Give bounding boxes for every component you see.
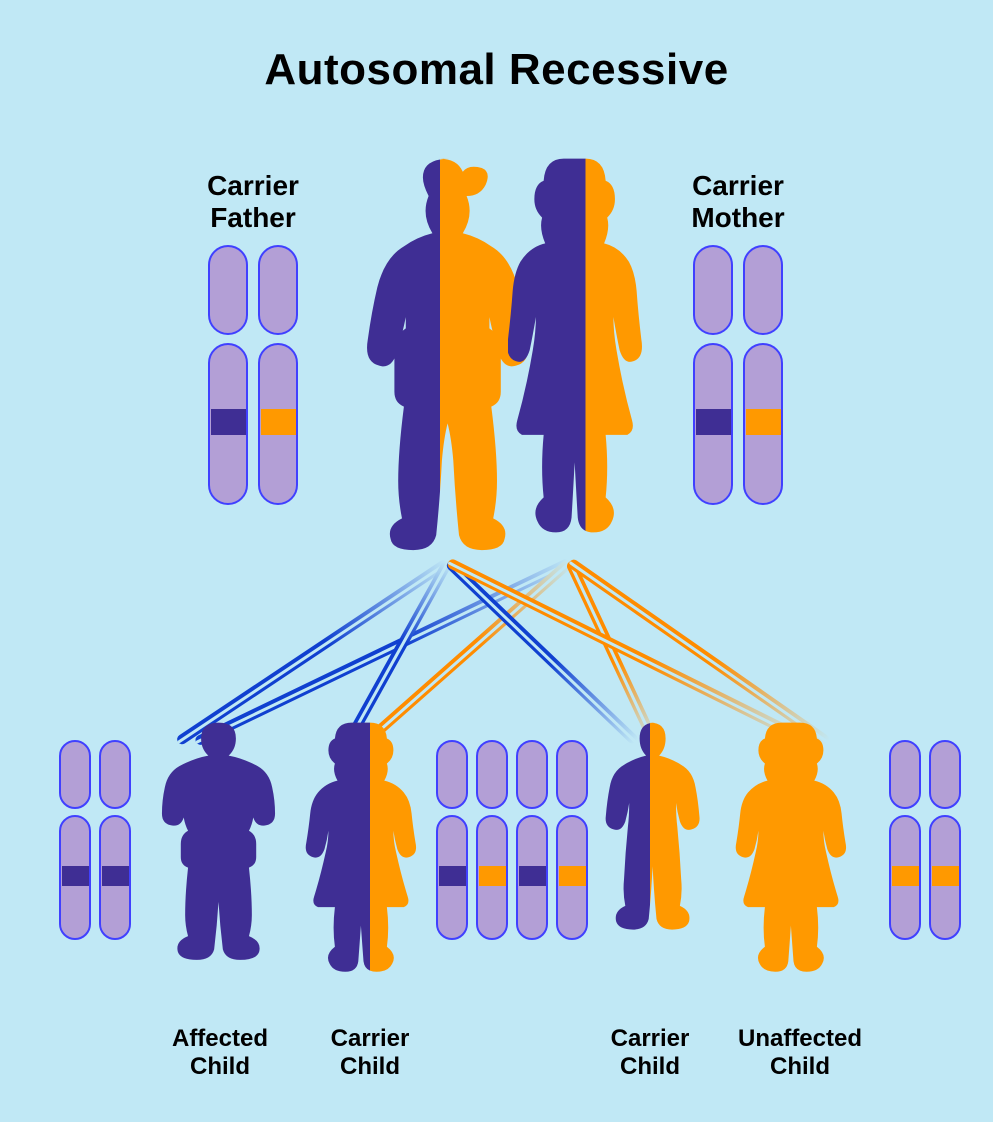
figure-child-carrier-2	[585, 720, 715, 1010]
figure-child-carrier-1	[305, 720, 435, 1010]
diagram-stage: Autosomal RecessiveCarrierFatherCarrierM…	[0, 0, 993, 1122]
chromosome-pair-child-3	[516, 740, 588, 940]
chromosome-pair-mother	[693, 245, 783, 505]
chromosome-pair-child-2	[436, 740, 508, 940]
label-child-carrier-1: CarrierChild	[250, 1025, 490, 1080]
label-father: CarrierFather	[133, 170, 373, 234]
figure-mother	[508, 155, 663, 560]
chromosome-pair-child-4	[889, 740, 961, 940]
diagram-title: Autosomal Recessive	[0, 45, 993, 95]
chromosome-pair-child-1	[59, 740, 131, 940]
figure-child-unaffected	[735, 720, 865, 1010]
figure-father	[345, 155, 535, 565]
figure-child-affected	[146, 720, 291, 1010]
chromosome-pair-father	[208, 245, 298, 505]
label-child-unaffected: UnaffectedChild	[680, 1025, 920, 1080]
